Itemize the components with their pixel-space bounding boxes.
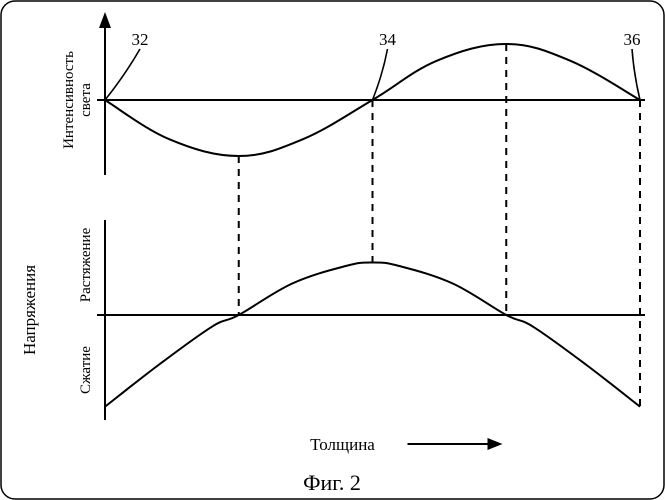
super-y-label: Напряжения <box>20 265 39 355</box>
arrowhead-icon <box>488 438 503 450</box>
axis-labels: Интенсивностьсвета Растяжение Сжатие Напряж… <box>20 51 503 454</box>
bottom-y-label-upper: Растяжение <box>78 227 94 302</box>
bottom-y-label-lower: Сжатие <box>78 346 94 394</box>
bottom-plot <box>97 220 645 420</box>
figure-border <box>1 1 664 499</box>
x-axis-label: Толщина <box>310 435 375 454</box>
stress-curve <box>105 262 640 406</box>
arrowhead-icon <box>99 12 111 28</box>
callout-leader <box>632 49 640 100</box>
guide-lines <box>239 44 640 407</box>
top-plot: 32 34 36 <box>97 12 645 175</box>
callout-leader <box>105 49 140 100</box>
point-label-32: 32 <box>132 30 149 49</box>
figure-caption: Фиг. 2 <box>303 470 361 495</box>
point-label-36: 36 <box>624 30 641 49</box>
point-label-34: 34 <box>379 30 397 49</box>
top-y-label: Интенсивностьсвета <box>61 51 94 149</box>
figure-diagram: 32 34 36 Интенсивностьсвета Растяжение Сжати… <box>0 0 665 500</box>
